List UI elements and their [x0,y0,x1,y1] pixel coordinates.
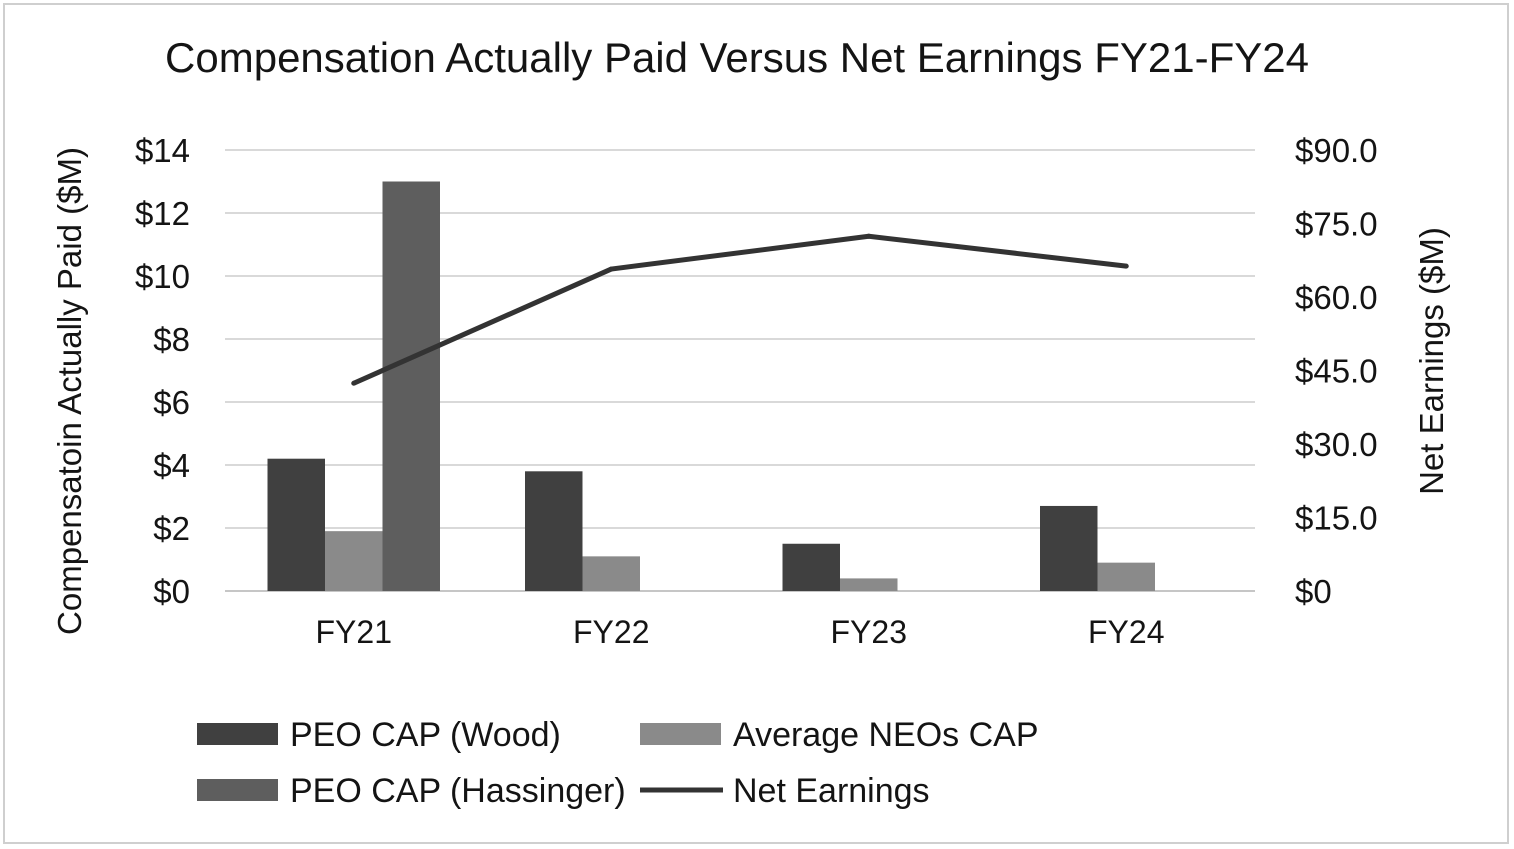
legend-swatch [197,779,278,801]
left-axis-title: Compensatoin Actually Paid ($M) [51,147,88,635]
left-tick-label: $6 [153,384,190,421]
net-earnings-point-fy23 [866,233,872,239]
bar-peo-cap-hassinger-fy21 [382,181,440,591]
chart-frame [3,3,1509,844]
net-earnings-point-fy21 [351,380,357,386]
legend: PEO CAP (Wood) Average NEOs CAP PEO CAP (H… [197,716,1039,810]
right-tick-label: $30.0 [1295,426,1378,463]
bar-peo-cap-wood-fy24 [1040,505,1098,591]
legend-label: PEO CAP (Hassinger) [290,772,626,810]
right-tick-label: $0 [1295,573,1332,610]
category-label: FY21 [316,614,392,650]
legend-label: Average NEOs CAP [733,716,1039,754]
category-label: FY23 [831,614,907,650]
left-tick-label: $8 [153,321,190,358]
bar-peo-cap-wood-fy22 [525,471,583,591]
right-tick-label: $90.0 [1295,132,1378,169]
legend-item-peo-cap-hassinger: PEO CAP (Hassinger) [197,772,626,810]
bar-average-neos-cap-fy22 [582,556,640,591]
bar-peo-cap-wood-fy23 [782,543,840,591]
category-axis-labels: FY21 FY22 FY23 FY24 [316,614,1165,650]
chart-title: Compensation Actually Paid Versus Net Ea… [165,34,1309,81]
right-tick-label: $75.0 [1295,206,1378,243]
net-earnings-point-fy24 [1123,263,1129,269]
legend-swatch [197,723,278,745]
left-tick-label: $4 [153,447,190,484]
legend-item-average-neos-cap: Average NEOs CAP [640,716,1039,754]
category-label: FY22 [573,614,649,650]
legend-label: Net Earnings [733,772,930,810]
right-tick-label: $60.0 [1295,279,1378,316]
right-tick-label: $45.0 [1295,353,1378,390]
legend-item-peo-cap-wood: PEO CAP (Wood) [197,716,561,754]
category-label: FY24 [1088,614,1164,650]
bar-average-neos-cap-fy21 [325,531,383,591]
right-tick-label: $15.0 [1295,500,1378,537]
right-axis-title: Net Earnings ($M) [1413,227,1450,495]
left-tick-label: $12 [135,195,190,232]
left-tick-label: $10 [135,258,190,295]
net-earnings-line [352,233,1127,386]
legend-item-net-earnings: Net Earnings [640,772,930,810]
bar-average-neos-cap-fy23 [840,578,898,591]
bar-peo-cap-wood-fy21 [267,458,325,591]
bar-average-neos-cap-fy24 [1097,562,1155,591]
bars [267,181,1155,591]
left-tick-label: $2 [153,510,190,547]
legend-swatch [640,723,721,745]
left-tick-label: $14 [135,132,190,169]
right-axis-tick-labels: $0 $15.0 $30.0 $45.0 $60.0 $75.0 $90.0 [1295,132,1378,610]
left-axis-tick-labels: $0 $2 $4 $6 $8 $10 $12 $14 [135,132,190,610]
legend-label: PEO CAP (Wood) [290,716,561,754]
line-series-layer [351,233,1129,386]
net-earnings-point-fy22 [608,266,614,272]
left-tick-label: $0 [153,573,190,610]
